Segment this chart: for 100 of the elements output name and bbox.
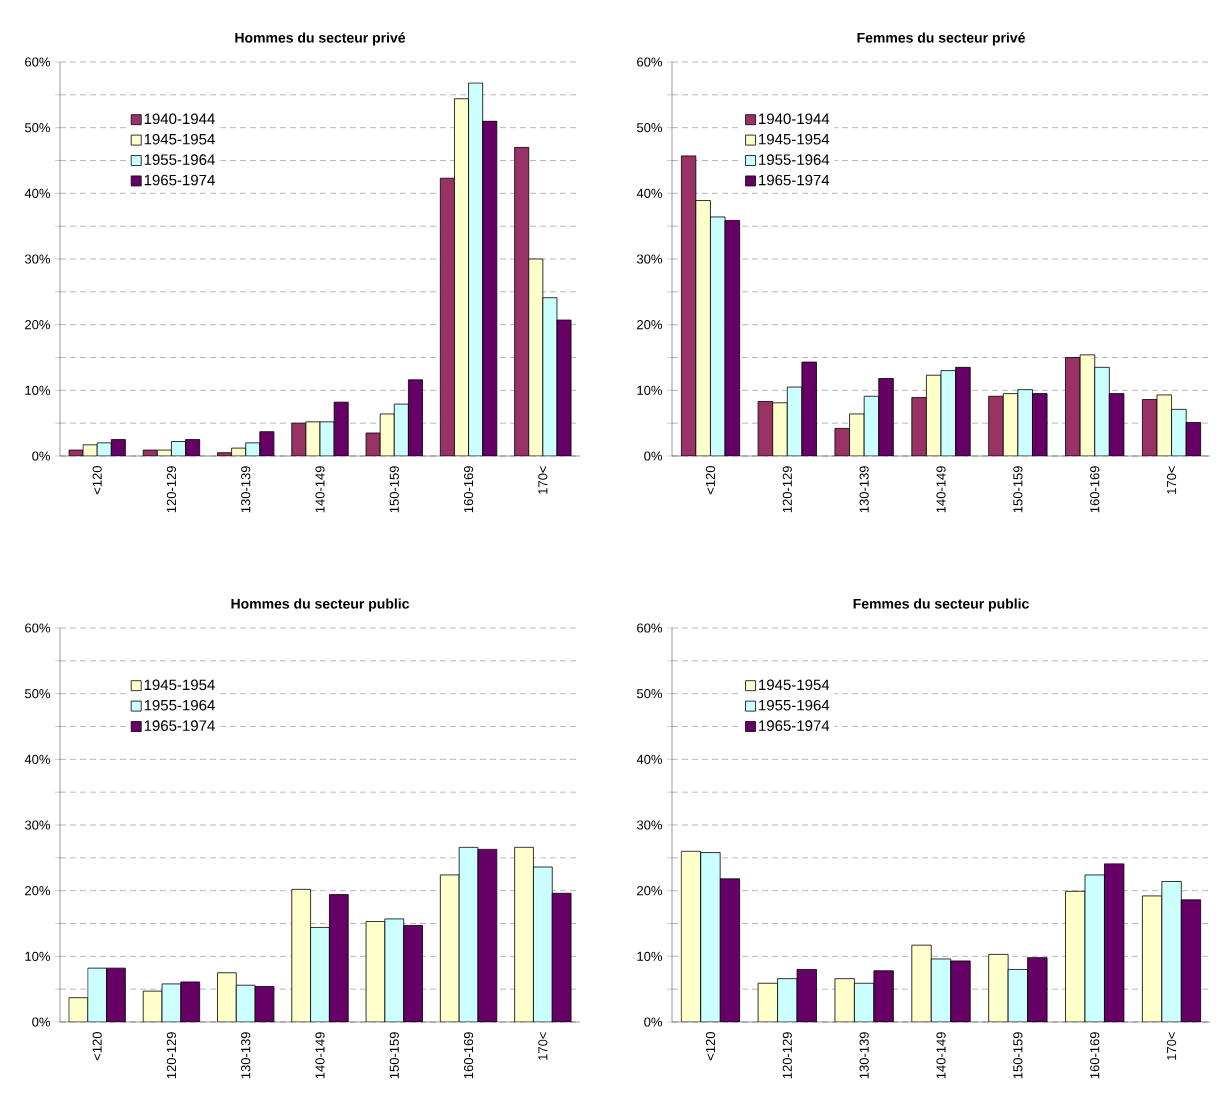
legend-label: 1945-1954 <box>759 679 830 691</box>
y-tick-label: 40% <box>636 188 663 198</box>
bar <box>955 366 971 456</box>
x-tick-label: 120-129 <box>166 1032 177 1079</box>
bar <box>217 972 237 1022</box>
x-tick-label: 120-129 <box>166 466 177 513</box>
bar <box>408 379 423 456</box>
bar <box>1065 890 1086 1022</box>
x-tick-label: 130-139 <box>859 1032 869 1079</box>
bar <box>180 981 201 1022</box>
x-tick-label: 140-149 <box>315 466 325 513</box>
y-tick-label: 0% <box>644 1017 663 1027</box>
x-tick-label: <120 <box>92 1032 102 1061</box>
x-tick-label: 150-159 <box>389 466 399 513</box>
chart-title: Hommes du secteur privé <box>235 32 406 46</box>
x-tick-label: 170< <box>538 1032 548 1060</box>
chart-title: Femmes du secteur privé <box>857 32 1025 46</box>
bar <box>329 894 349 1022</box>
y-tick-label: 0% <box>32 1017 51 1027</box>
bar <box>695 200 711 456</box>
x-tick-label: 130-139 <box>241 466 251 513</box>
bar <box>911 397 927 456</box>
bar <box>528 258 544 456</box>
bar <box>514 846 534 1022</box>
bar <box>878 378 894 456</box>
x-tick-label: 160-169 <box>1090 1032 1100 1079</box>
y-tick-label: 0% <box>644 451 663 461</box>
bar <box>439 177 455 456</box>
y-tick-label: 50% <box>636 123 663 133</box>
x-tick-label: 160-169 <box>463 1032 474 1079</box>
bar <box>87 967 107 1022</box>
bar <box>468 82 484 456</box>
y-tick-label: 40% <box>24 754 51 764</box>
legend-label: 1940-1944 <box>144 113 215 125</box>
bar <box>988 395 1004 456</box>
bar <box>1171 408 1187 456</box>
bar <box>911 944 932 1022</box>
x-tick-label: 160-169 <box>463 466 474 513</box>
y-tick-label: 50% <box>636 689 663 699</box>
x-tick-label: 170< <box>1166 466 1177 494</box>
y-tick-label: 30% <box>636 254 663 264</box>
y-tick-label: 20% <box>25 886 51 896</box>
bar <box>1007 969 1029 1022</box>
x-tick-label: <120 <box>705 1032 716 1061</box>
bar <box>106 967 126 1022</box>
legend-label: 1945-1954 <box>759 133 830 145</box>
y-tick-label: 20% <box>637 320 663 330</box>
y-tick-label: 60% <box>637 623 663 633</box>
chart-title: Hommes du secteur public <box>231 598 410 612</box>
y-tick-label: 60% <box>25 57 51 67</box>
x-tick-label: <120 <box>705 466 716 495</box>
y-tick-label: 50% <box>24 123 51 133</box>
x-tick-label: 140-149 <box>315 1032 325 1079</box>
legend-label: 1965-1974 <box>759 174 830 186</box>
legend-label: 1965-1974 <box>144 174 215 186</box>
x-tick-label: 130-139 <box>859 466 869 513</box>
bar <box>849 413 865 456</box>
x-tick-label: 150-159 <box>389 1032 399 1079</box>
x-tick-label: 150-159 <box>1013 466 1023 513</box>
y-tick-label: 10% <box>637 385 663 395</box>
y-tick-label: 30% <box>24 820 51 830</box>
chart-title: Femmes du secteur public <box>853 598 1029 612</box>
bar <box>680 850 702 1022</box>
y-tick-label: 10% <box>25 951 51 961</box>
y-tick-label: 30% <box>24 254 51 264</box>
x-tick-label: <120 <box>92 466 102 495</box>
bar <box>1094 366 1110 456</box>
bar <box>454 98 469 456</box>
bar <box>700 852 721 1022</box>
bar <box>772 402 788 456</box>
legend-label: 1965-1974 <box>144 720 215 731</box>
bar <box>310 927 330 1022</box>
bar <box>777 978 798 1022</box>
bar <box>291 888 311 1022</box>
bar <box>834 978 855 1022</box>
y-tick-label: 20% <box>637 886 663 896</box>
bar <box>533 866 553 1022</box>
x-tick-label: 140-149 <box>936 1032 946 1079</box>
bar <box>514 146 530 456</box>
y-tick-label: 0% <box>32 451 51 461</box>
y-tick-label: 10% <box>25 385 51 395</box>
legend-label: 1965-1974 <box>759 720 830 731</box>
legend-label: 1945-1954 <box>144 133 215 145</box>
y-tick-label: 50% <box>24 689 51 699</box>
y-tick-label: 30% <box>636 820 663 830</box>
legend-label: 1955-1964 <box>759 154 830 165</box>
x-tick-label: 120-129 <box>782 466 792 513</box>
y-tick-label: 40% <box>636 754 663 764</box>
y-tick-label: 40% <box>24 188 51 198</box>
legend-label: 1955-1964 <box>759 699 830 711</box>
y-tick-label: 10% <box>637 951 663 961</box>
x-tick-label: 170< <box>1166 1032 1177 1060</box>
y-tick-label: 20% <box>25 320 51 330</box>
x-tick-label: 150-159 <box>1013 1032 1023 1079</box>
x-tick-label: 160-169 <box>1090 466 1100 513</box>
y-tick-label: 60% <box>25 623 51 633</box>
bar <box>482 120 498 456</box>
legend-label: 1940-1944 <box>759 113 830 125</box>
y-tick-label: 60% <box>637 57 663 67</box>
bar <box>1084 874 1105 1022</box>
